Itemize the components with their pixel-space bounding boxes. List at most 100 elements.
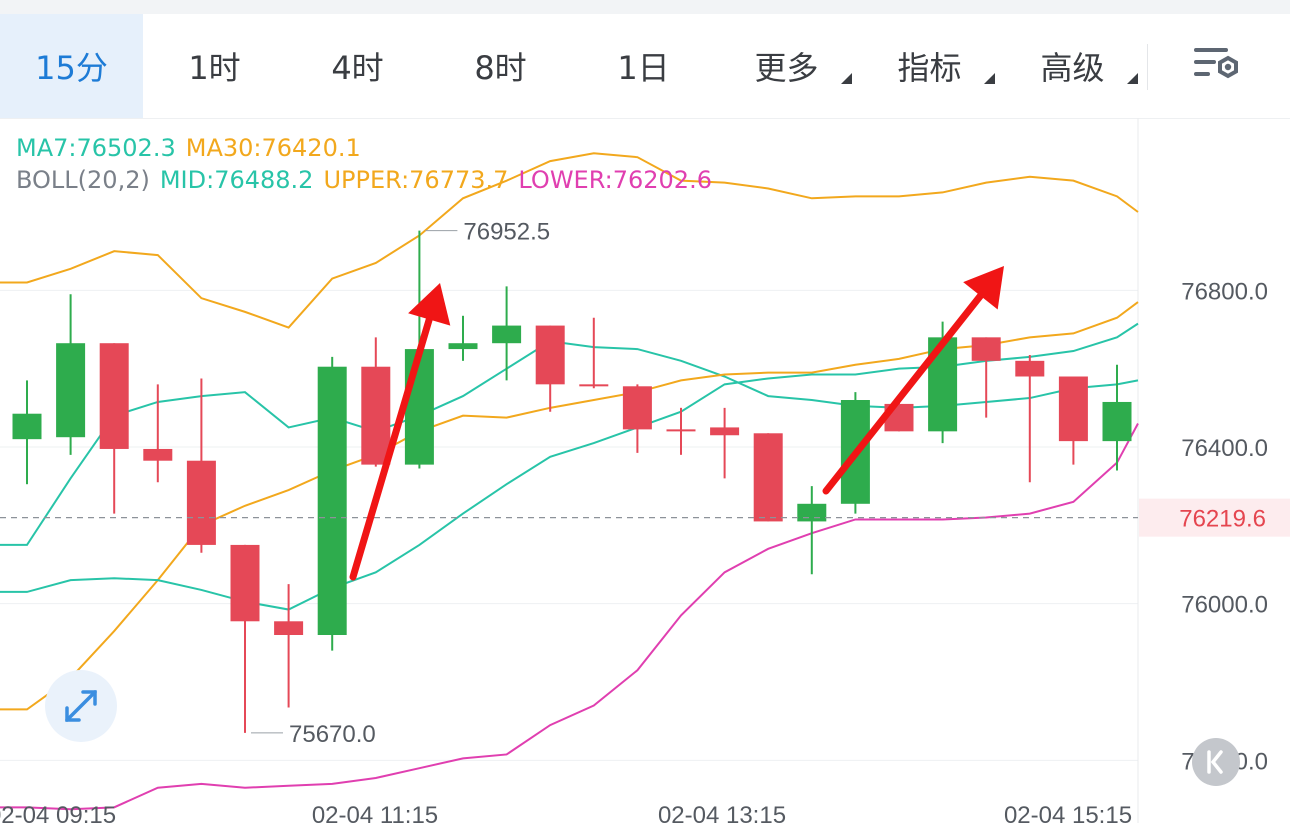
extreme-labels: 76952.5 75670.0	[251, 219, 550, 748]
time-axis: 02-04 09:15 02-04 11:15 02-04 13:15 02-04 1…	[0, 802, 1132, 823]
chart-grid	[0, 289, 1138, 761]
candle-body	[579, 384, 609, 387]
tab-label: 高级	[1040, 49, 1105, 87]
candle-body	[448, 343, 478, 350]
candle	[710, 407, 740, 479]
candle	[56, 294, 86, 455]
candle	[1102, 364, 1132, 471]
candle	[579, 317, 609, 389]
series-line-lower	[0, 423, 1139, 811]
candle-body	[99, 343, 129, 449]
arrow-head	[963, 266, 1004, 310]
tab-label: 1时	[188, 49, 241, 87]
candle	[1015, 354, 1045, 483]
tab-label: 指标	[897, 49, 962, 87]
candle-body	[797, 503, 827, 522]
red-arrow-up-1	[349, 283, 451, 581]
expand-diagonal-icon	[65, 690, 97, 722]
candle-body	[186, 460, 216, 545]
candle-body	[710, 427, 740, 436]
series-line-upper	[0, 152, 1139, 329]
time-tick-label: 02-04 11:15	[312, 802, 438, 823]
arrow-head	[408, 283, 451, 326]
tab-label: 8时	[474, 49, 527, 87]
high-price-label: 76952.5	[463, 219, 550, 246]
series-line-ma30	[0, 301, 1139, 711]
boll-label: BOLL(20,2)	[16, 166, 150, 194]
candle-body	[1015, 360, 1045, 377]
candle	[622, 384, 652, 453]
candle-body	[1102, 401, 1132, 442]
tab-label: 15分	[35, 49, 108, 87]
tab-8h[interactable]: 8时	[429, 14, 572, 118]
red-arrow-up-2	[822, 266, 1004, 495]
candle	[317, 356, 347, 651]
candle	[753, 433, 783, 522]
candle-body	[1058, 376, 1088, 442]
chart-settings-icon[interactable]	[1192, 44, 1242, 88]
tab-more[interactable]: 更多	[715, 14, 858, 118]
candle-body	[666, 429, 696, 432]
boll-upper-value: UPPER:76773.7	[323, 166, 509, 194]
tab-15min[interactable]: 15分	[0, 14, 143, 118]
candles	[12, 230, 1132, 733]
candle-body	[317, 366, 347, 635]
candle-body	[971, 337, 1001, 361]
tab-indicators[interactable]: 指标	[858, 14, 1001, 118]
price-tick-label: 76800.0	[1181, 278, 1268, 305]
tab-label: 1日	[617, 49, 670, 87]
tab-1h[interactable]: 1时	[143, 14, 286, 118]
tab-label: 更多	[754, 49, 819, 87]
candle-body	[274, 621, 304, 635]
candle	[230, 544, 260, 733]
candle	[1058, 376, 1088, 465]
tab-label: 4时	[331, 49, 384, 87]
candle	[99, 343, 129, 514]
low-price-label: 75670.0	[289, 721, 376, 748]
boll-lower-value: LOWER:76202.6	[518, 166, 712, 194]
candle	[361, 337, 391, 467]
candle	[12, 380, 42, 485]
candle-body	[753, 433, 783, 522]
collapse-chart-button[interactable]	[1192, 738, 1240, 786]
arrow-shaft	[822, 292, 984, 495]
candle	[274, 584, 304, 708]
annotation-arrows	[349, 266, 1004, 581]
ma-legend: MA7:76502.3 MA30:76420.1	[16, 134, 371, 162]
tab-4h[interactable]: 4时	[286, 14, 429, 118]
dropdown-caret-icon	[984, 73, 995, 84]
indicator-lines	[0, 152, 1139, 811]
price-tick-label: 76000.0	[1181, 592, 1268, 619]
candle	[971, 337, 1001, 418]
time-tick-label: 02-04 13:15	[658, 802, 786, 823]
candle	[448, 315, 478, 361]
series-line-ma7	[0, 340, 1139, 546]
candle	[535, 325, 565, 412]
current-price-label: 76219.6	[1179, 506, 1266, 533]
boll-legend: BOLL(20,2) MID:76488.2 UPPER:76773.7 LOWER:…	[16, 166, 722, 194]
candle-body	[535, 325, 565, 385]
arrow-shaft	[349, 315, 433, 581]
candle-body	[143, 448, 173, 461]
candle	[143, 384, 173, 483]
time-tick-label: 02-04 09:15	[0, 802, 116, 823]
ma7-value: MA7:76502.3	[16, 134, 176, 162]
candle-body	[361, 366, 391, 465]
timeframe-toolbar: 15分 1时 4时 8时 1日 更多 指标 高级	[0, 14, 1290, 119]
dropdown-caret-icon	[1127, 73, 1138, 84]
current-price-marker: 76219.6	[0, 498, 1290, 537]
time-tick-label: 02-04 15:15	[1004, 802, 1132, 823]
tab-1d[interactable]: 1日	[572, 14, 715, 118]
current-price-box	[1139, 498, 1290, 537]
candle	[797, 486, 827, 575]
candle-body	[230, 544, 260, 622]
candle-body	[56, 343, 86, 438]
candle	[186, 378, 216, 553]
series-line-mid	[0, 322, 1139, 611]
boll-mid-value: MID:76488.2	[159, 166, 314, 194]
status-strip	[0, 0, 1290, 14]
expand-chart-button[interactable]	[45, 670, 117, 742]
candle-body	[622, 386, 652, 430]
tab-advanced[interactable]: 高级	[1001, 14, 1144, 118]
